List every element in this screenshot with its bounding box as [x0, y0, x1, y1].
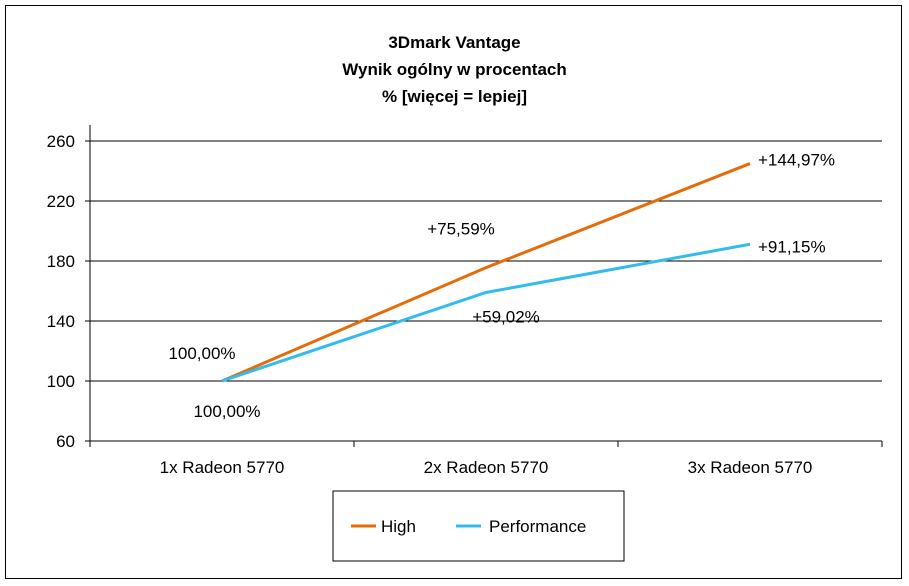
data-label-high: +75,59%	[427, 220, 495, 239]
data-label-performance: +91,15%	[758, 237, 826, 256]
data-label-high: 100,00%	[168, 344, 235, 363]
legend-label-high: High	[381, 517, 416, 536]
data-labels: 100,00% +75,59% +144,97% 100,00% +59,02% +91,…	[168, 151, 835, 421]
legend: High Performance	[332, 490, 625, 562]
series-lines	[221, 162, 751, 383]
chart-frame	[5, 5, 902, 579]
x-tick-labels: 1x Radeon 5770 2x Radeon 5770 3x Radeon 57…	[160, 458, 813, 477]
chart-title-line-2: Wynik ogólny w procentach	[342, 60, 567, 79]
y-tick-label: 220	[47, 192, 75, 211]
data-label-performance: +59,02%	[472, 307, 540, 326]
x-tick-label: 3x Radeon 5770	[688, 458, 813, 477]
legend-label-performance: Performance	[489, 517, 586, 536]
y-tick-label: 60	[56, 432, 75, 451]
gridlines	[90, 140, 882, 382]
x-tick-label: 2x Radeon 5770	[424, 458, 549, 477]
series-line-performance	[221, 242, 751, 383]
y-tick-label: 140	[47, 312, 75, 331]
y-tick-label: 180	[47, 252, 75, 271]
data-label-performance: 100,00%	[193, 402, 260, 421]
data-label-high: +144,97%	[758, 151, 835, 170]
series-line-high	[221, 162, 751, 383]
y-tick-label: 260	[47, 132, 75, 151]
chart-title-line-3: % [więcej = lepiej]	[381, 87, 528, 106]
axes	[85, 125, 883, 447]
y-tick-label: 100	[47, 372, 75, 391]
x-tick-label: 1x Radeon 5770	[160, 458, 285, 477]
y-tick-labels: 60 100 140 180 220 260	[47, 132, 75, 451]
chart-title-line-1: 3Dmark Vantage	[388, 33, 521, 52]
